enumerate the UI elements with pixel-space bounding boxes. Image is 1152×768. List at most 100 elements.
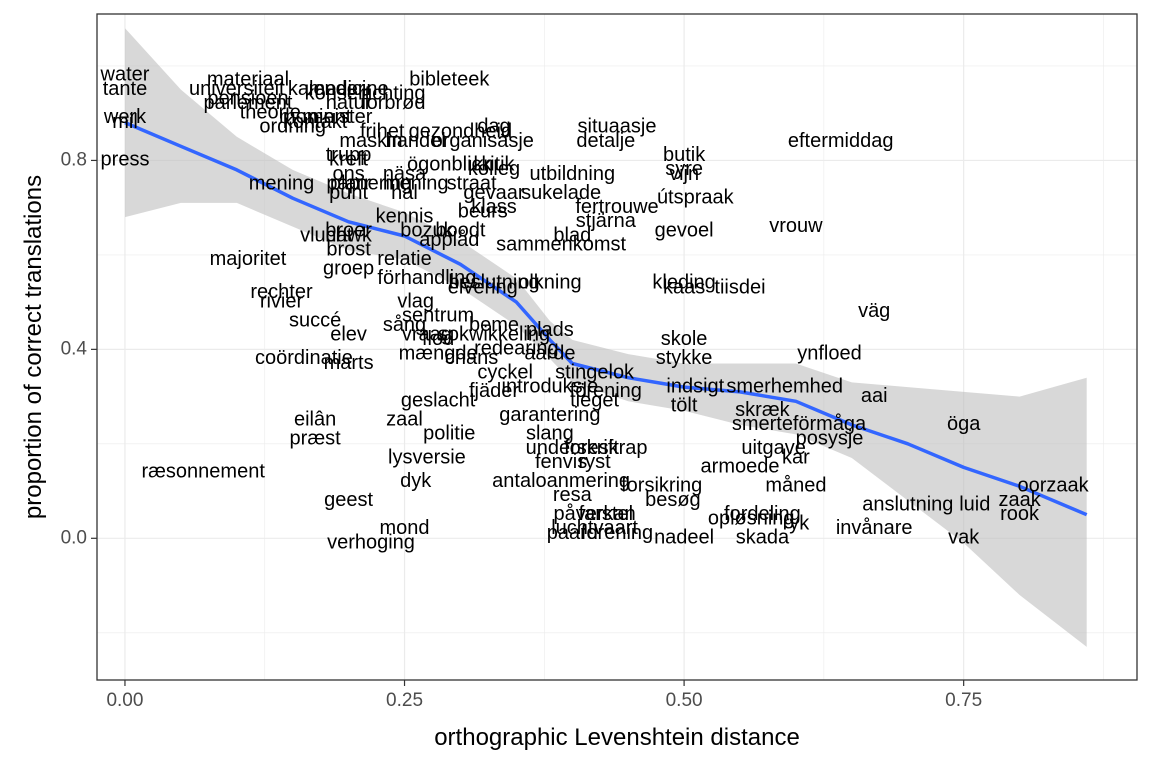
word-label: öga [947, 413, 981, 435]
word-label: elev [330, 323, 367, 345]
word-label: uitgave [741, 437, 806, 459]
word-label: invånare [836, 517, 913, 539]
word-label: gevoel [655, 220, 714, 242]
y-tick-label: 0.4 [61, 338, 88, 359]
word-label: water [100, 64, 150, 86]
word-label: fenvis [535, 451, 587, 473]
word-label: succé [289, 309, 341, 331]
word-label: stjärna [576, 210, 637, 232]
word-label: cyckel [477, 361, 533, 383]
word-label: brost [326, 238, 371, 260]
word-label: förhandling [377, 267, 476, 289]
word-label: theorie [240, 101, 301, 123]
word-label: rook [1000, 503, 1040, 525]
word-label: trupp [326, 144, 372, 166]
word-label: kennis [376, 205, 434, 227]
word-label: farstel [579, 503, 633, 525]
word-label: vijn [669, 163, 699, 185]
word-label: plads [526, 319, 574, 341]
word-label: dyk [400, 470, 432, 492]
word-label: ögonblick [407, 153, 493, 175]
word-label: ynfloed [797, 342, 862, 364]
word-label: dag [477, 116, 510, 138]
y-axis: 0.0 0.4 0.8 [61, 149, 97, 548]
word-label: planering [330, 172, 412, 194]
x-tick-label: 0.75 [945, 690, 982, 711]
word-label: coördinatie [255, 347, 353, 369]
word-label: majoritet [210, 248, 287, 270]
word-label: klass [471, 196, 517, 218]
word-label: medicine [309, 78, 389, 100]
word-label: stingelok [555, 361, 635, 383]
word-label: ryk [783, 512, 811, 534]
word-label: marts [324, 352, 374, 374]
word-label: underskrift [526, 437, 620, 459]
word-label: útspraak [657, 186, 735, 208]
x-tick-label: 0.50 [666, 690, 703, 711]
word-label: sammenkomst [496, 234, 626, 256]
word-label: kar [782, 446, 810, 468]
word-label: syre [665, 158, 703, 180]
smooth-line-layer [124, 120, 1088, 517]
word-label: minister [302, 106, 372, 128]
word-label: olkning [518, 271, 581, 293]
word-label: tante [103, 78, 147, 100]
word-label: frihet [360, 120, 405, 142]
word-label: ons [332, 163, 364, 185]
word-label: vrouw [769, 215, 823, 237]
word-label: mening [383, 172, 449, 194]
word-label: politie [423, 423, 475, 445]
word-label: richting [361, 83, 425, 105]
word-label: rechter [250, 281, 313, 303]
word-label: flod [422, 328, 454, 350]
word-label: beme [469, 314, 519, 336]
word-label: butik [663, 144, 706, 166]
word-label: geest [324, 489, 373, 511]
word-label: aarde [524, 342, 575, 364]
word-label: resa [553, 484, 593, 506]
word-label: foreskrap [564, 437, 647, 459]
word-label: eftermiddag [788, 130, 894, 152]
word-label: hawk [325, 224, 373, 246]
word-label: forsikring [621, 475, 702, 497]
word-label: kreft [329, 149, 368, 171]
word-label: elvering [448, 276, 518, 298]
word-label: mond [379, 517, 429, 539]
word-label: skole [661, 328, 708, 350]
word-label: stykke [656, 347, 713, 369]
word-label: kleding [652, 271, 715, 293]
word-label: forbrød [361, 92, 425, 114]
word-label: zaak [998, 489, 1041, 511]
word-label: organisasje [432, 130, 534, 152]
word-label: kolleg [468, 158, 520, 180]
word-label: ræsonnement [141, 460, 265, 482]
word-label: skræk [735, 399, 790, 421]
word-label: hal [391, 182, 418, 204]
word-label: chans [445, 347, 498, 369]
word-label: situaasje [578, 116, 657, 138]
x-axis: 0.00 0.25 0.50 0.75 [106, 680, 982, 711]
word-label: parlement [204, 92, 293, 114]
word-label: oorzaak [1018, 475, 1090, 497]
word-label: armoede [701, 456, 780, 478]
word-label: ordning [259, 116, 326, 138]
word-label: kaas [663, 276, 705, 298]
word-label: anslutning [862, 493, 953, 515]
word-label: mening [249, 172, 315, 194]
word-label: förening [570, 380, 642, 402]
y-tick-label: 0.8 [61, 149, 87, 170]
word-label: slang [526, 423, 574, 445]
word-label: detalje [576, 130, 635, 152]
x-axis-title: orthographic Levenshtein distance [434, 724, 800, 751]
word-label: näsa [383, 163, 427, 185]
word-label: mil [112, 111, 138, 133]
word-label: boodt [435, 220, 485, 242]
x-tick-label: 0.25 [386, 690, 423, 711]
word-label: ryst [578, 451, 611, 473]
word-label: posysje [796, 427, 864, 449]
word-label: vlucht [300, 224, 353, 246]
word-label: förmåga [793, 413, 867, 435]
word-label: beurs [458, 201, 508, 223]
